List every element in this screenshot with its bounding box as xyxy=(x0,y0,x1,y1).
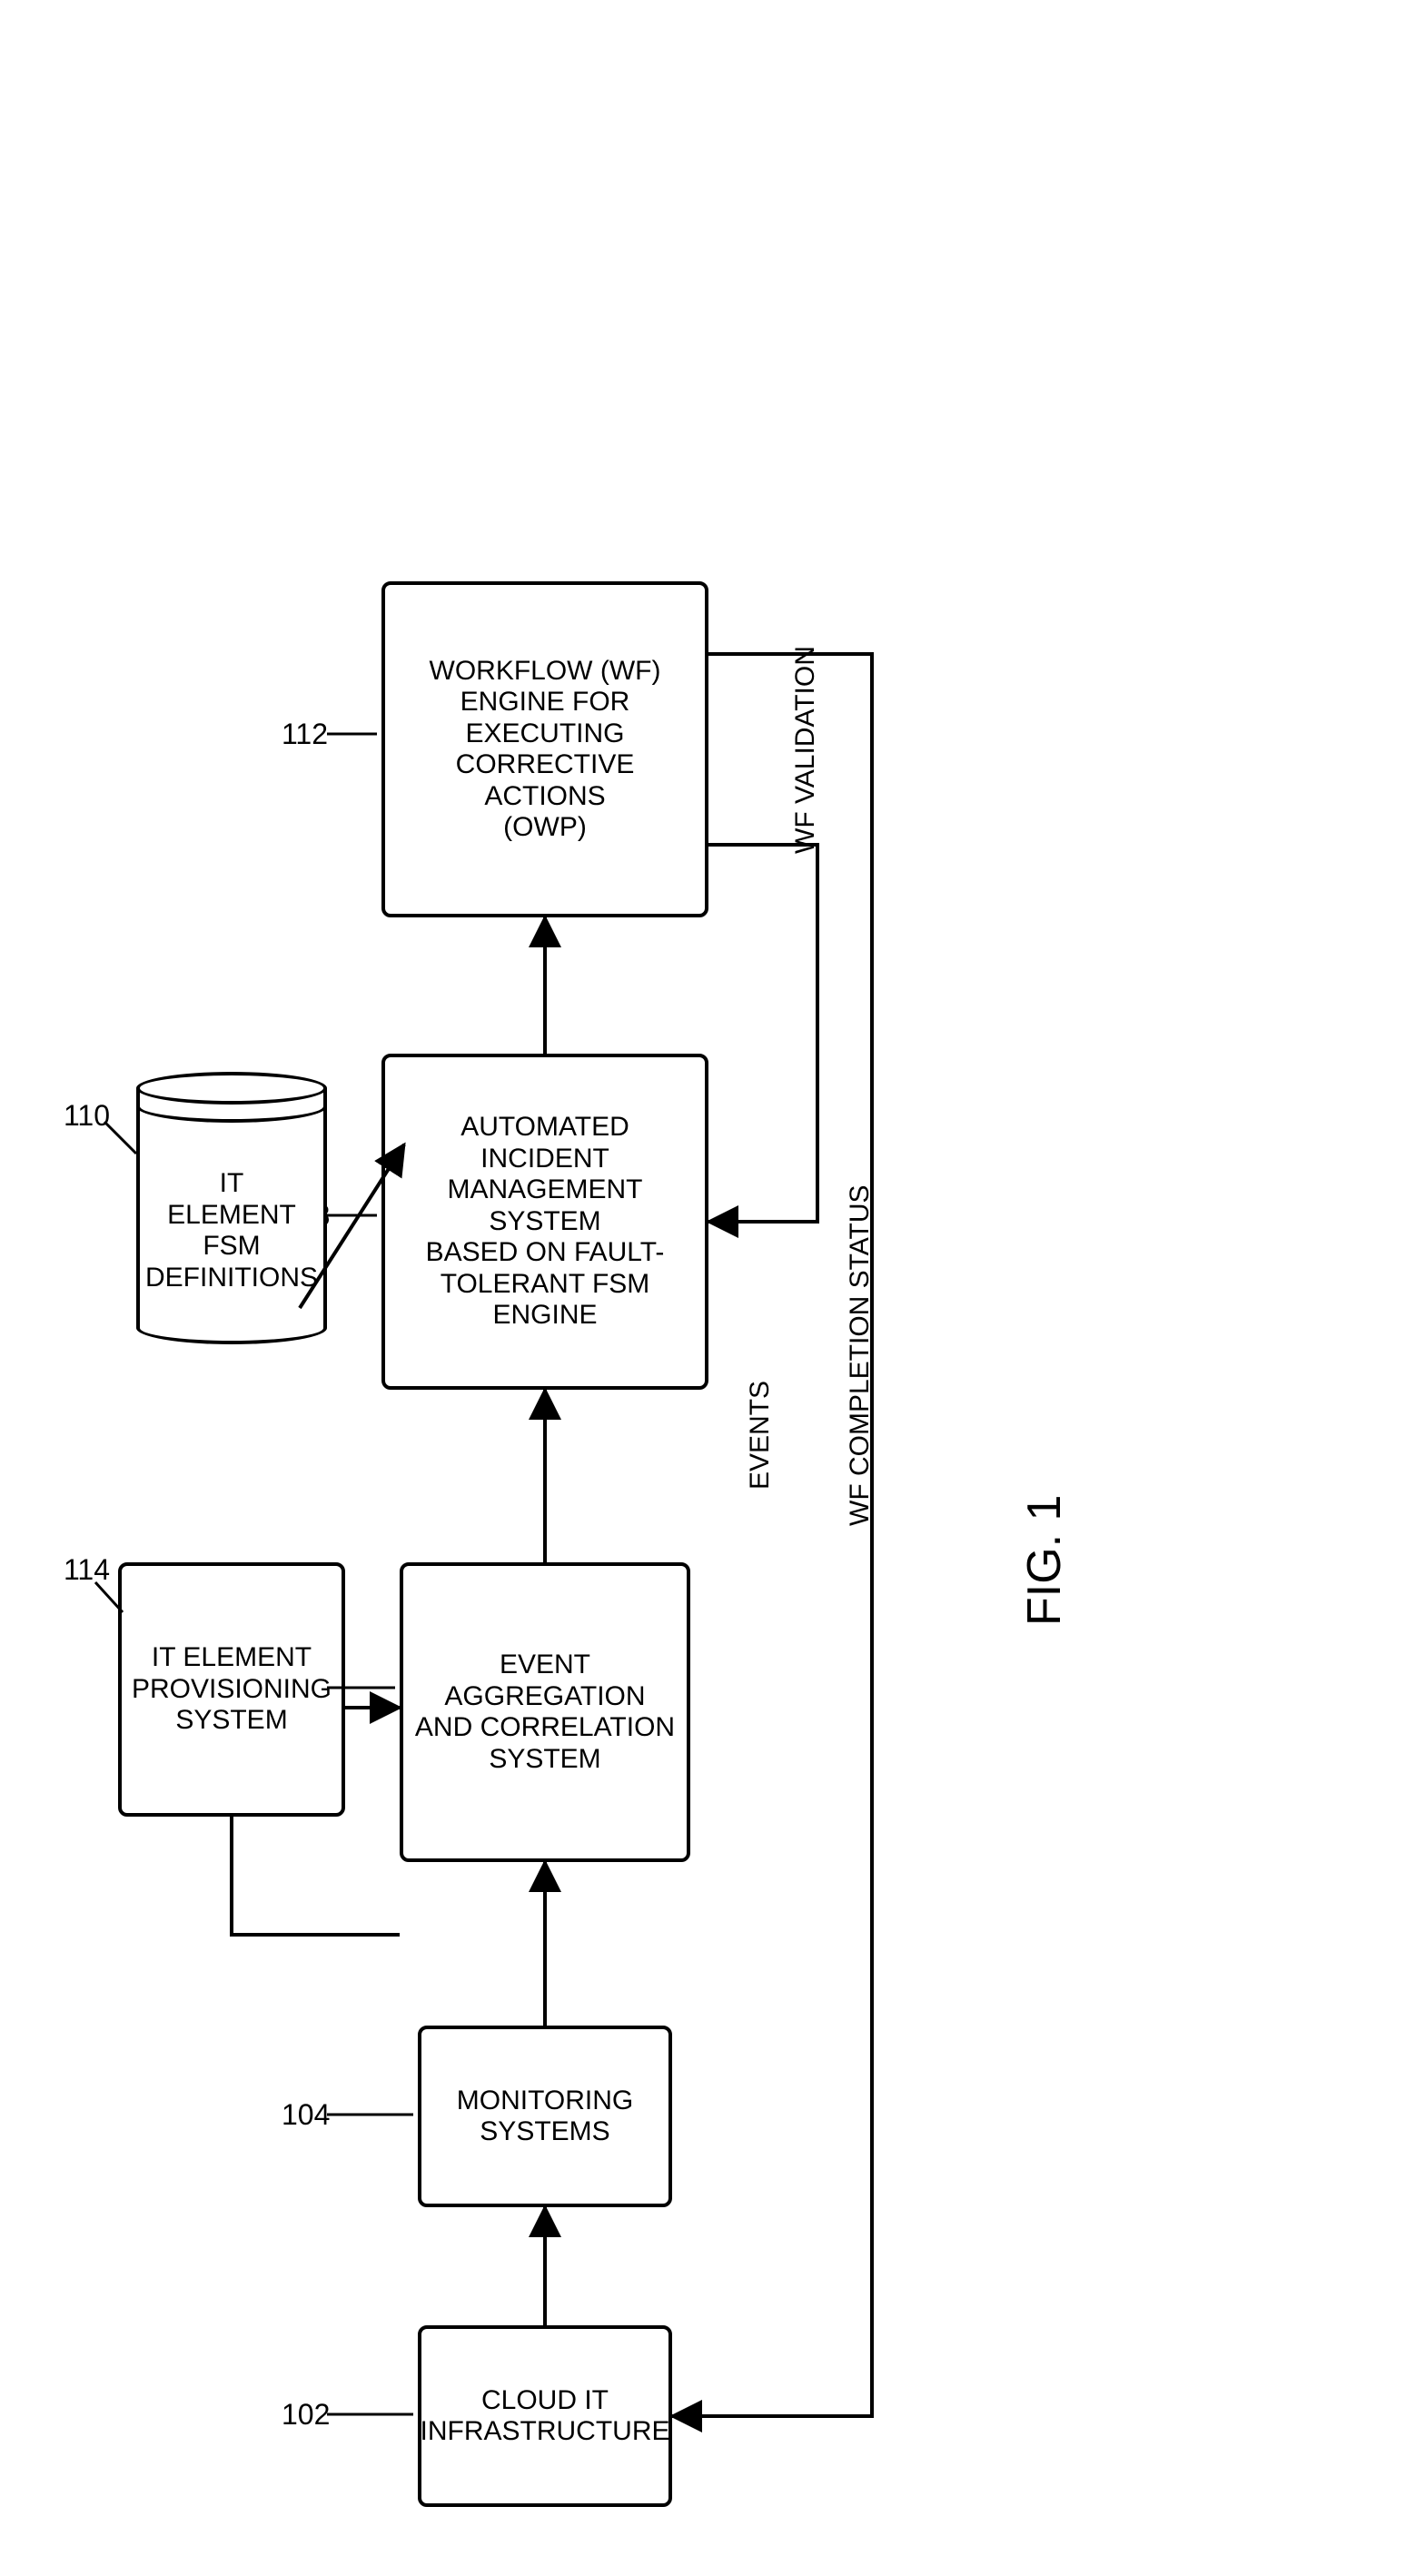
node-label: MONITORINGSYSTEMS xyxy=(457,2086,633,2148)
ref-102: 102 xyxy=(282,2398,330,2432)
edge-label-wf-validation: WF VALIDATION xyxy=(790,646,821,854)
node-workflow-engine: WORKFLOW (WF)ENGINE FOR EXECUTINGCORRECT… xyxy=(381,581,708,917)
figure-label: FIG. 1 xyxy=(1017,1495,1072,1626)
node-label: ITELEMENTFSMDEFINITIONS xyxy=(145,1168,318,1293)
ref-104: 104 xyxy=(282,2098,330,2132)
node-cloud-it-infrastructure: CLOUD ITINFRASTRUCTURE xyxy=(418,2325,672,2507)
node-label: EVENT AGGREGATIONAND CORRELATIONSYSTEM xyxy=(414,1650,676,1775)
node-label: AUTOMATED INCIDENTMANAGEMENT SYSTEMBASED… xyxy=(396,1112,694,1332)
node-it-element-fsm-definitions: ITELEMENTFSMDEFINITIONS xyxy=(136,1072,327,1344)
ref-110: 110 xyxy=(64,1099,110,1133)
node-automated-incident-mgmt: AUTOMATED INCIDENTMANAGEMENT SYSTEMBASED… xyxy=(381,1054,708,1390)
node-event-aggregation: EVENT AGGREGATIONAND CORRELATIONSYSTEM xyxy=(400,1562,690,1862)
node-label: WORKFLOW (WF)ENGINE FOR EXECUTINGCORRECT… xyxy=(396,656,694,844)
edge-label-wf-completion: WF COMPLETION STATUS xyxy=(845,1184,876,1526)
node-it-element-provisioning: IT ELEMENTPROVISIONINGSYSTEM xyxy=(118,1562,345,1817)
node-label: CLOUD ITINFRASTRUCTURE xyxy=(421,2385,670,2448)
edge-label-events: EVENTS xyxy=(745,1381,776,1490)
node-monitoring-systems: MONITORINGSYSTEMS xyxy=(418,2026,672,2207)
ref-112: 112 xyxy=(282,718,328,751)
node-label: IT ELEMENTPROVISIONINGSYSTEM xyxy=(132,1642,332,1737)
ref-114: 114 xyxy=(64,1553,110,1587)
